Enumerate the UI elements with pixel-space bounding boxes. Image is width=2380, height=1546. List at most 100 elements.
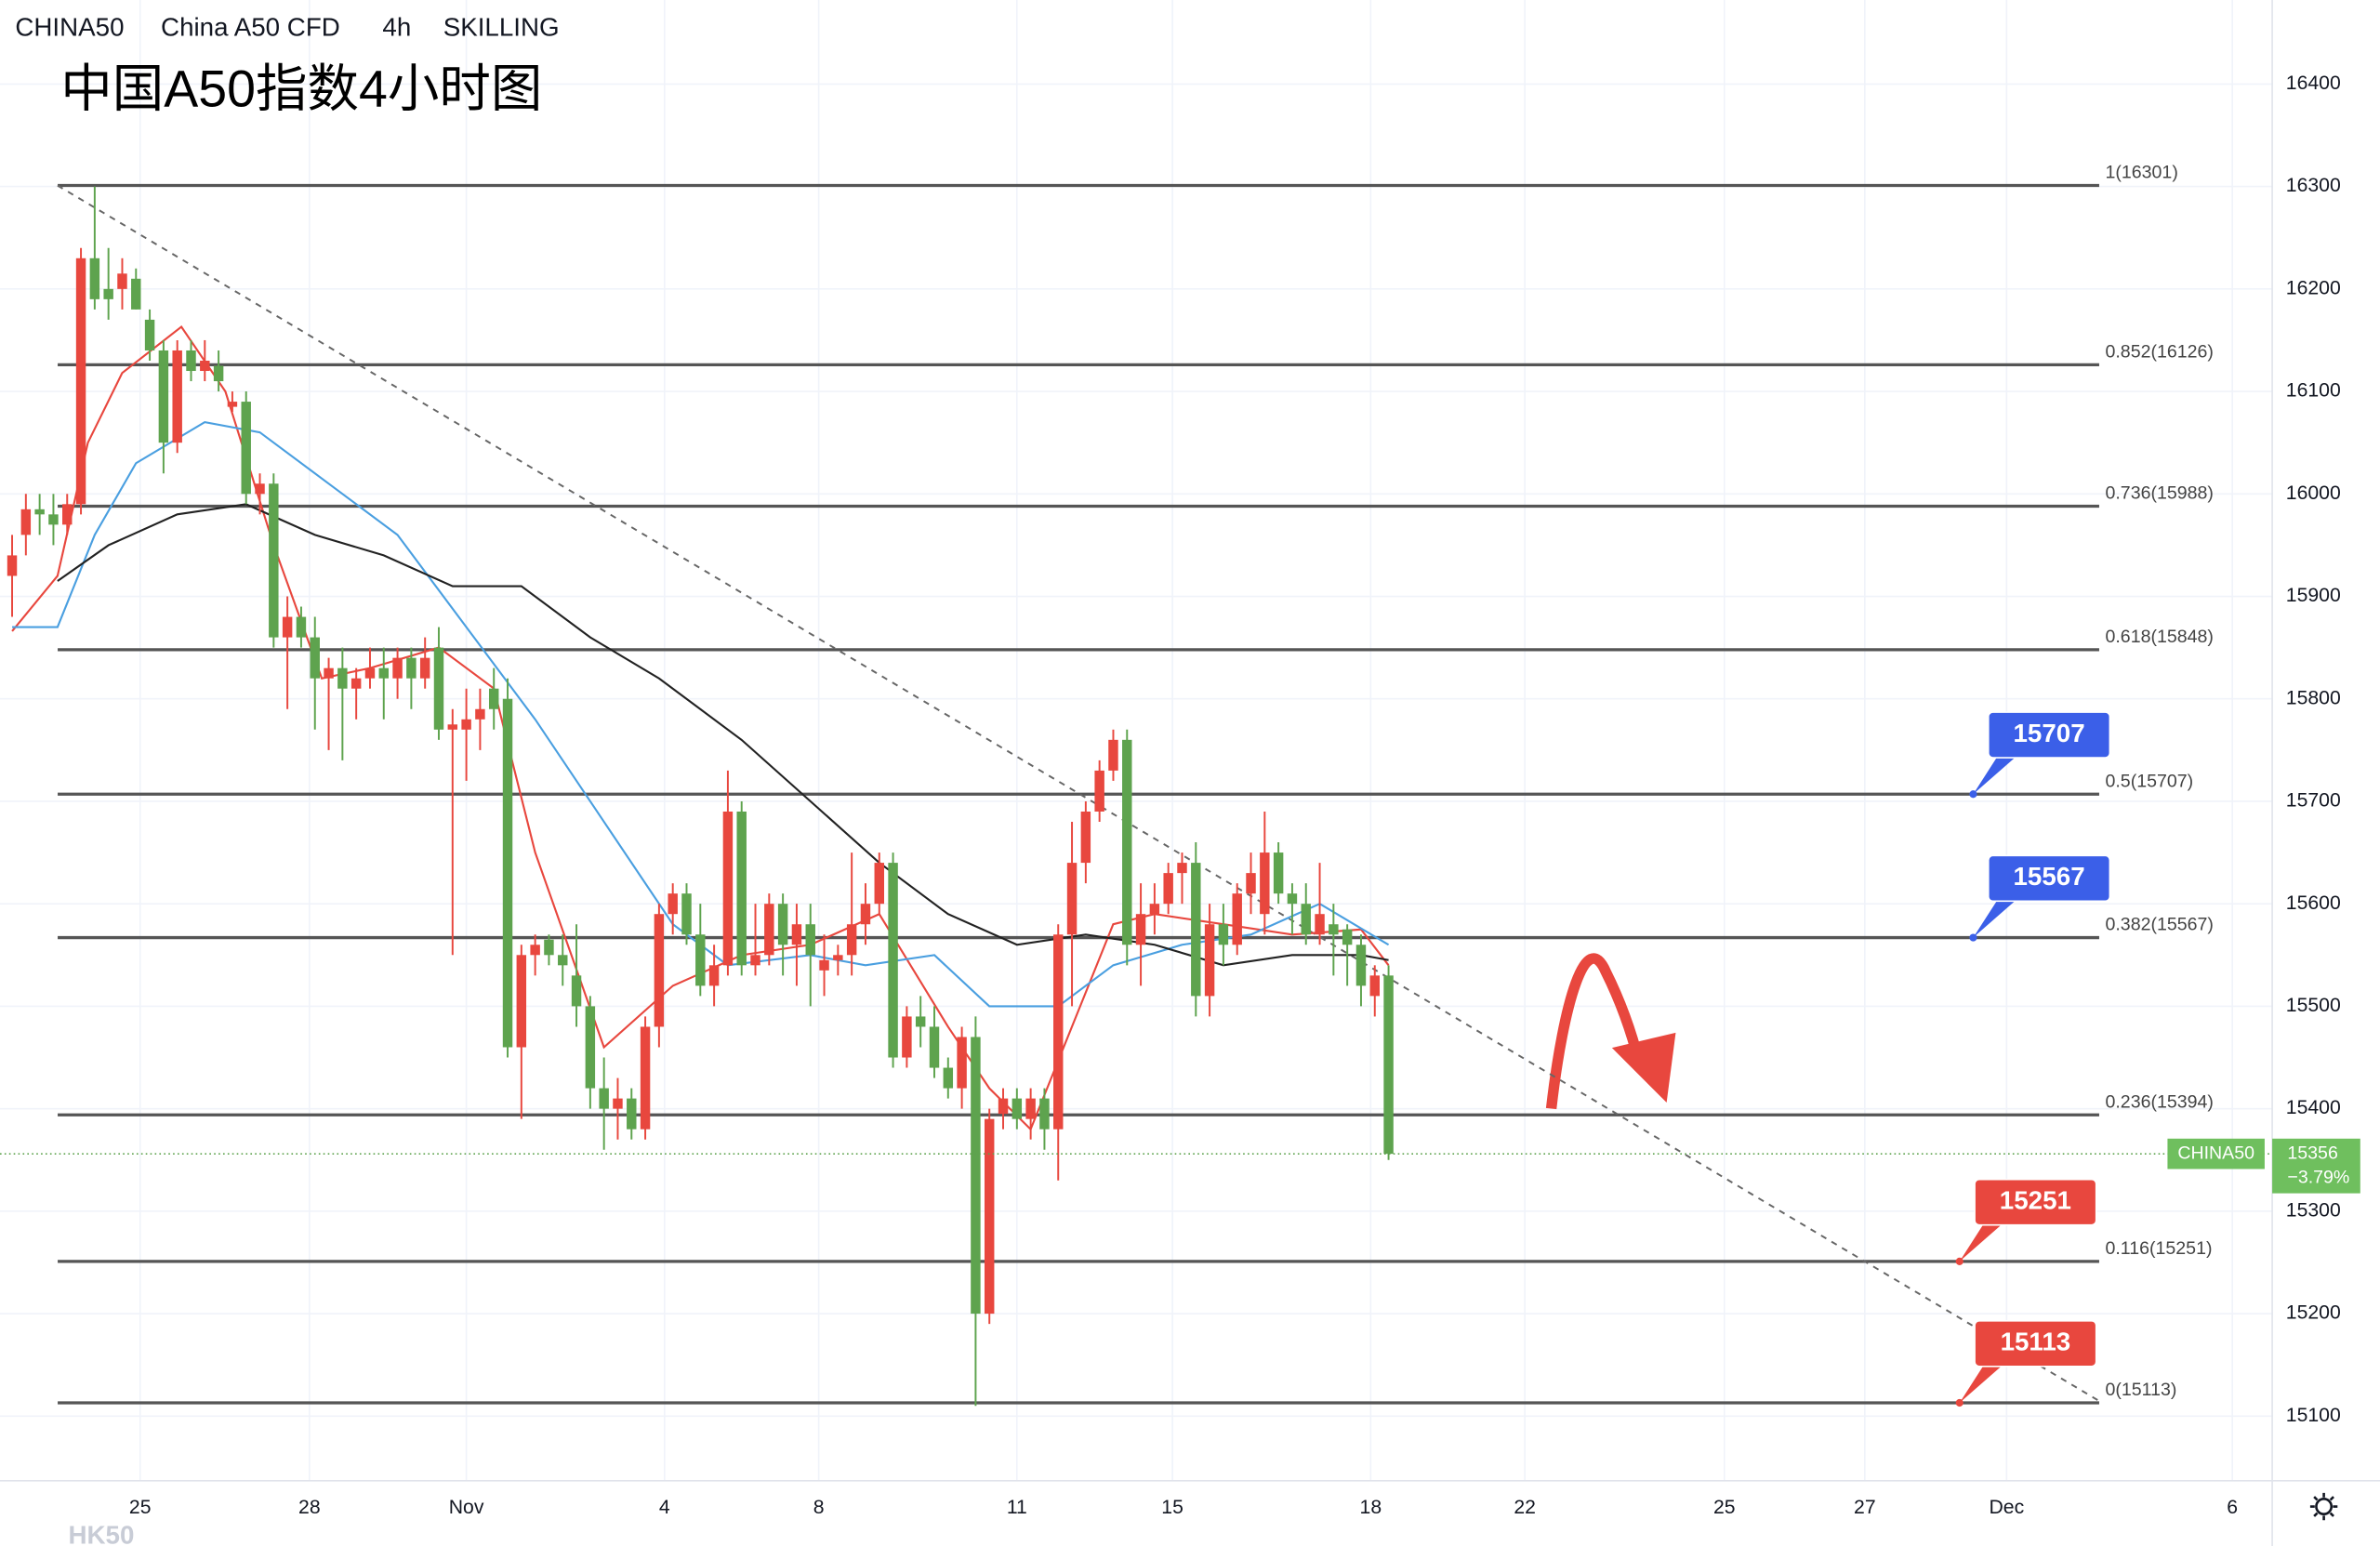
candle-body: [1342, 929, 1353, 945]
badge-label: 15567: [2014, 862, 2085, 891]
badge-anchor: [1955, 1398, 1964, 1407]
candle-body: [172, 350, 182, 443]
candle-body: [585, 1006, 596, 1089]
candle-body: [227, 402, 238, 407]
candle-body: [296, 616, 307, 638]
candle-body: [269, 483, 279, 638]
candle-body: [722, 811, 734, 966]
x-tick-label: 18: [1360, 1497, 1382, 1518]
x-tick-label: 25: [129, 1497, 152, 1518]
symbol: CHINA50: [15, 12, 124, 41]
fib-label: 0.5(15707): [2105, 771, 2193, 791]
symbol-tag-label: CHINA50: [2177, 1143, 2254, 1163]
candle-body: [971, 1037, 981, 1315]
candle-body: [475, 708, 485, 720]
fib-label: 0(15113): [2105, 1380, 2176, 1400]
y-tick-label: 15200: [2286, 1302, 2341, 1324]
candle-body: [337, 667, 348, 689]
candle-body: [1260, 852, 1270, 915]
candle-body: [984, 1118, 995, 1315]
badge-pointer: [1959, 1219, 2008, 1262]
candle-body: [915, 1016, 926, 1027]
settings-icon[interactable]: [2309, 1492, 2338, 1521]
candle-body: [613, 1098, 623, 1109]
candle-body: [433, 647, 444, 730]
candle-body: [833, 955, 843, 960]
candle-body: [1135, 914, 1146, 945]
candle-body: [627, 1098, 637, 1130]
candle-body: [117, 273, 127, 289]
y-tick-label: 15500: [2286, 995, 2341, 1016]
fib-label: 1(16301): [2105, 163, 2177, 183]
badge-anchor: [1969, 790, 1977, 799]
y-tick-label: 15600: [2286, 892, 2341, 914]
candle-body: [805, 924, 815, 956]
watermark: HK50: [68, 1521, 134, 1546]
candle-body: [1315, 914, 1325, 935]
candle-body: [75, 258, 86, 505]
badge: [1974, 1319, 2097, 1368]
candle-body: [131, 278, 141, 310]
candle-body: [819, 959, 829, 971]
candle-body: [1191, 863, 1201, 997]
candle-body: [668, 893, 678, 915]
candle-body: [1039, 1098, 1050, 1130]
instrument-name: China A50 CFD: [161, 12, 340, 41]
badge-pointer: [1959, 1360, 2008, 1403]
x-tick-label: 6: [2227, 1497, 2238, 1518]
y-tick-label: 15800: [2286, 687, 2341, 708]
candle-body: [406, 657, 416, 679]
badge: [1987, 711, 2111, 759]
candle-body: [392, 657, 403, 679]
candle-body: [777, 904, 788, 945]
candle-body: [213, 365, 224, 382]
candle-body: [654, 914, 665, 1027]
candle-body: [1329, 924, 1339, 935]
x-tick-label: 15: [1161, 1497, 1183, 1518]
candle-body: [1301, 904, 1311, 935]
candle-body: [350, 678, 362, 689]
candle-body: [186, 350, 196, 372]
candle-body: [681, 893, 692, 935]
candle-body: [241, 402, 251, 495]
candle-body: [846, 924, 857, 956]
x-tick-label: 28: [298, 1497, 321, 1518]
badge-label: 15113: [2001, 1328, 2071, 1356]
candle-body: [929, 1026, 940, 1068]
fib-label: 0.618(15848): [2105, 627, 2213, 647]
price-tag-change: −3.79%: [2287, 1167, 2349, 1187]
candle-body: [1066, 863, 1078, 935]
fib-label: 0.236(15394): [2105, 1091, 2213, 1112]
candle-body: [1108, 739, 1118, 771]
y-tick-label: 16400: [2286, 73, 2341, 94]
interval: 4h: [382, 12, 411, 41]
x-tick-label: 4: [659, 1497, 670, 1518]
candle-body: [255, 483, 265, 495]
candle-body: [20, 509, 32, 535]
candle-body: [544, 939, 554, 956]
x-tick-label: Dec: [1989, 1497, 2024, 1518]
candle-body: [888, 863, 898, 1058]
candle-body: [1094, 770, 1104, 812]
candle-body: [34, 509, 45, 515]
candle-body: [957, 1037, 967, 1089]
candle-body: [48, 514, 59, 525]
candle-body: [447, 724, 458, 730]
candle-body: [1122, 739, 1132, 945]
y-tick-label: 16000: [2286, 482, 2341, 504]
fib-label: 0.736(15988): [2105, 483, 2213, 504]
candle-body: [558, 955, 568, 966]
y-tick-label: 15900: [2286, 585, 2341, 606]
badge-pointer: [1973, 751, 2022, 795]
candle-body: [1355, 945, 1367, 986]
candle-body: [1204, 924, 1215, 997]
badge: [1987, 854, 2111, 903]
y-tick-label: 16100: [2286, 380, 2341, 402]
candle-body: [1369, 975, 1380, 997]
candle-body: [1025, 1098, 1036, 1119]
candle-body: [860, 904, 871, 925]
y-tick-label: 16300: [2286, 175, 2341, 196]
candle-body: [1012, 1098, 1023, 1119]
symbol-tag: [2167, 1138, 2265, 1169]
